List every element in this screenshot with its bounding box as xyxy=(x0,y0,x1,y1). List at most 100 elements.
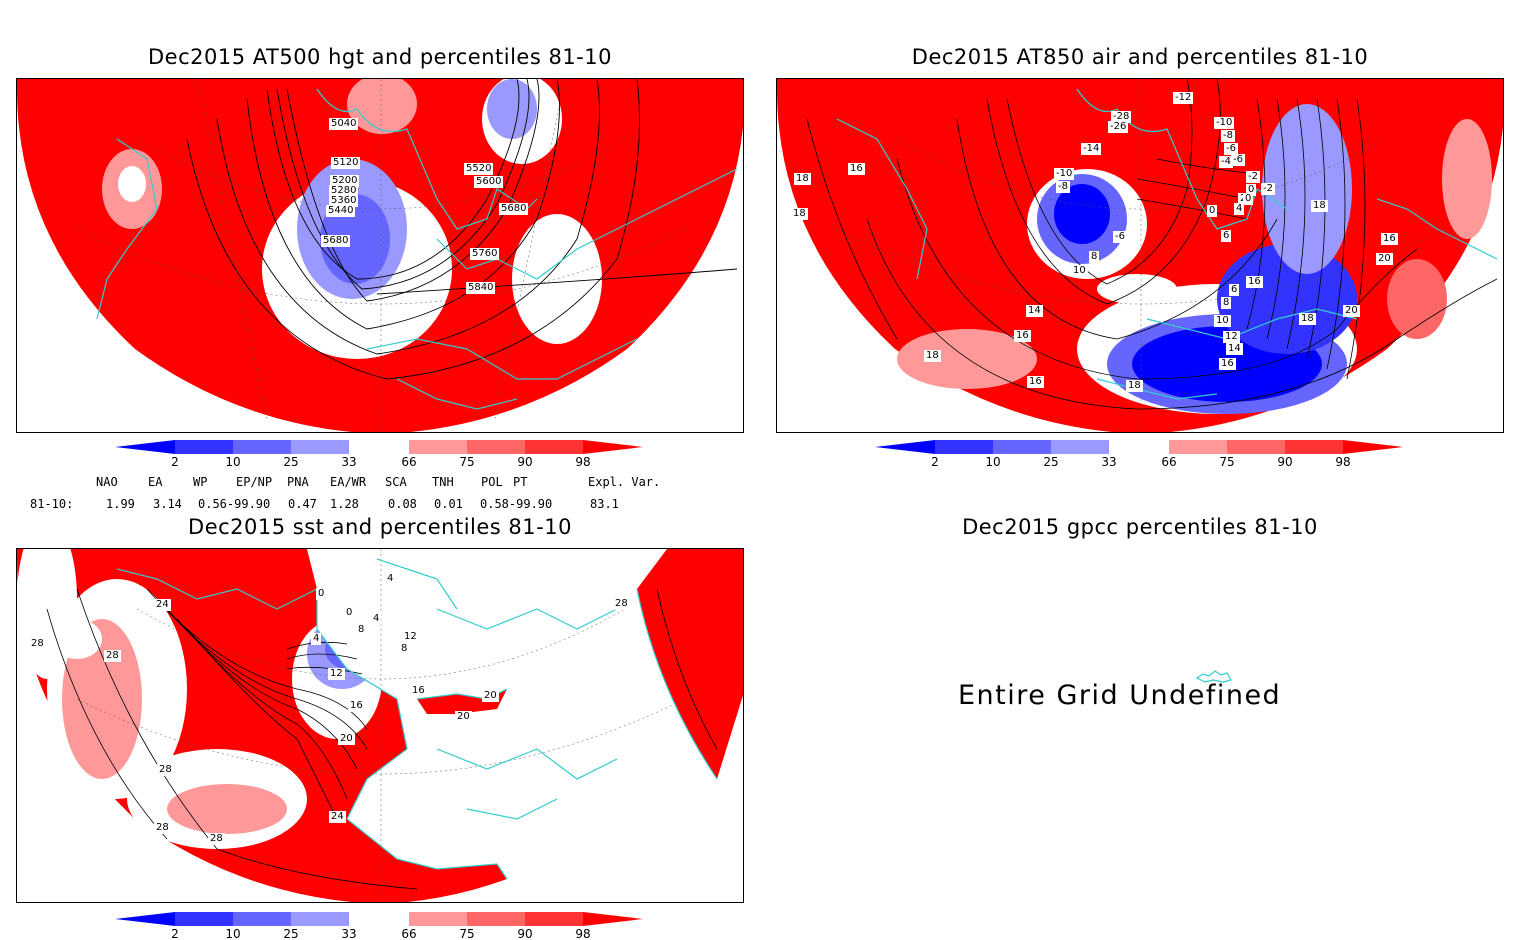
contour-label-hgt: 5680 xyxy=(499,203,529,215)
tc-header: PT xyxy=(513,475,528,489)
tc-header: TNH xyxy=(432,475,454,489)
contour-label-air: 20 xyxy=(1376,253,1393,265)
contour-label-air: 16 xyxy=(1246,276,1263,288)
colorbar-1-tick: 98 xyxy=(575,455,590,466)
colorbar-3-tick: 10 xyxy=(225,927,240,938)
tc-value: 0.56-99.90 xyxy=(198,497,271,511)
tc-header: NAO xyxy=(96,475,118,489)
contour-label-sst: 4 xyxy=(371,613,382,625)
contour-label-air: 18 xyxy=(924,350,941,362)
contour-label-air: 6 xyxy=(1229,284,1240,296)
colorbar-1-tick: 25 xyxy=(283,455,298,466)
contour-label-sst: 28 xyxy=(29,638,46,650)
colorbar-1-tick: 2 xyxy=(171,455,179,466)
contour-label-air: 18 xyxy=(794,173,811,185)
contour-label-air: 18 xyxy=(791,208,808,220)
colorbar-1-tick: 33 xyxy=(341,455,356,466)
contour-label-air: 8 xyxy=(1221,297,1232,309)
panel-title-sst: Dec2015 sst and percentiles 81-10 xyxy=(188,515,572,539)
sst-graticule xyxy=(76,549,686,902)
colorbar-1-tick: 66 xyxy=(401,455,416,466)
colorbar-3-tick: 25 xyxy=(283,927,298,938)
contour-label-air: 4 xyxy=(1234,203,1245,215)
panel-title-air: Dec2015 AT850 air and percentiles 81-10 xyxy=(911,45,1369,69)
contour-label-hgt: 5440 xyxy=(326,205,356,217)
contour-label-air: -6 xyxy=(1113,231,1127,243)
contour-label-sst: 16 xyxy=(348,700,365,712)
map-panel-sst xyxy=(16,548,744,903)
contour-label-air: 10 xyxy=(1214,315,1231,327)
contour-label-sst: 28 xyxy=(104,650,121,662)
colorbar-3-tick: 33 xyxy=(341,927,356,938)
contour-label-air: -14 xyxy=(1081,143,1102,155)
colorbar-2-tick: 10 xyxy=(985,455,1000,466)
colorbar-2-tick: 75 xyxy=(1219,455,1234,466)
tc-value: 3.14 xyxy=(153,497,182,511)
contour-label-air: 0 xyxy=(1243,193,1254,205)
tc-header: PNA xyxy=(287,475,309,489)
contour-label-air: -10 xyxy=(1054,168,1075,180)
tc-header: SCA xyxy=(385,475,407,489)
contour-label-air: 18 xyxy=(1126,380,1143,392)
tc-row-label: 81-10: xyxy=(30,497,74,511)
contour-label-hgt: 5120 xyxy=(331,157,361,169)
gpcc-undefined-message: Entire Grid Undefined xyxy=(958,680,1282,711)
map-sst-red-patch xyxy=(417,689,507,714)
contour-label-sst: 28 xyxy=(208,833,225,845)
contour-label-air: 16 xyxy=(1381,233,1398,245)
colorbar-1-tick: 75 xyxy=(459,455,474,466)
contour-label-sst: 0 xyxy=(316,588,327,600)
contour-label-air: 20 xyxy=(1343,305,1360,317)
map-sst-svg xyxy=(17,549,743,902)
colorbar-2-tick: 98 xyxy=(1335,455,1350,466)
contour-label-sst: 28 xyxy=(613,598,630,610)
contour-label-air: 16 xyxy=(1027,376,1044,388)
tc-header: EP/NP xyxy=(236,475,273,489)
contour-label-hgt: 5520 xyxy=(464,163,494,175)
tc-header: Expl. Var. xyxy=(588,475,661,489)
contour-label-air: -10 xyxy=(1214,117,1235,129)
contour-label-air: 16 xyxy=(1014,330,1031,342)
colorbar-3-tick: 90 xyxy=(517,927,532,938)
colorbar-3: 2 10 25 33 66 75 90 98 xyxy=(115,912,643,938)
contour-label-air: 14 xyxy=(1026,305,1043,317)
contour-label-air: 10 xyxy=(1071,265,1088,277)
hgt-contours xyxy=(186,79,738,380)
map-panel-hgt xyxy=(16,78,744,433)
contour-label-sst: 8 xyxy=(356,624,367,636)
colorbar-3-tick: 98 xyxy=(575,927,590,938)
contour-label-air: -2 xyxy=(1246,171,1260,183)
contour-label-air: 6 xyxy=(1221,230,1232,242)
colorbar-2-tick: 2 xyxy=(931,455,939,466)
contour-label-air: 8 xyxy=(1089,251,1100,263)
contour-label-air: -4 xyxy=(1219,156,1233,168)
colorbar-3-tick: 66 xyxy=(401,927,416,938)
contour-label-sst: 28 xyxy=(157,764,174,776)
contour-label-sst: 24 xyxy=(329,811,346,823)
tc-value: 1.28 xyxy=(330,497,359,511)
tc-value: 0.58-99.90 xyxy=(480,497,553,511)
contour-label-sst: 20 xyxy=(338,733,355,745)
air-graticule xyxy=(836,79,1446,432)
contour-label-sst: 12 xyxy=(402,631,419,643)
map-sst-ocean-right xyxy=(637,549,743,779)
colorbar-2-tick: 66 xyxy=(1161,455,1176,466)
contour-label-sst: 24 xyxy=(154,599,171,611)
contour-label-air: 12 xyxy=(1223,331,1240,343)
teleconnection-table: NAO EA WP EP/NP PNA EA/WR SCA TNH POL PT… xyxy=(30,475,750,515)
panel-title-hgt: Dec2015 AT500 hgt and percentiles 81-10 xyxy=(148,45,612,69)
gpcc-coastline-fragment xyxy=(1195,670,1232,683)
tc-value: 0.01 xyxy=(434,497,463,511)
contour-label-air: 14 xyxy=(1226,343,1243,355)
contour-label-air: -6 xyxy=(1224,143,1238,155)
contour-label-sst: 20 xyxy=(482,690,499,702)
contour-label-hgt: 5760 xyxy=(470,248,500,260)
contour-label-air: -8 xyxy=(1221,130,1235,142)
contour-label-air: -8 xyxy=(1056,181,1070,193)
colorbar-1-tick: 10 xyxy=(225,455,240,466)
colorbar-1-tick: 90 xyxy=(517,455,532,466)
contour-label-sst: 12 xyxy=(328,668,345,680)
contour-label-air: -28 xyxy=(1111,111,1132,123)
colorbar-2-tick: 33 xyxy=(1101,455,1116,466)
contour-label-hgt: 5840 xyxy=(466,282,496,294)
